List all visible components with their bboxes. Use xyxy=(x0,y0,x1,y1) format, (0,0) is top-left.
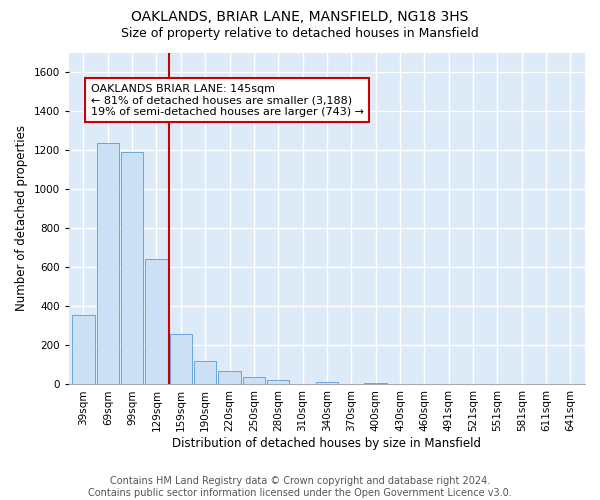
Bar xyxy=(72,315,95,384)
Bar xyxy=(145,258,167,384)
Text: OAKLANDS, BRIAR LANE, MANSFIELD, NG18 3HS: OAKLANDS, BRIAR LANE, MANSFIELD, NG18 3H… xyxy=(131,10,469,24)
Text: OAKLANDS BRIAR LANE: 145sqm
← 81% of detached houses are smaller (3,188)
19% of : OAKLANDS BRIAR LANE: 145sqm ← 81% of det… xyxy=(91,84,364,117)
Bar xyxy=(97,144,119,384)
Bar xyxy=(170,334,192,384)
Bar xyxy=(121,152,143,384)
Text: Size of property relative to detached houses in Mansfield: Size of property relative to detached ho… xyxy=(121,28,479,40)
Y-axis label: Number of detached properties: Number of detached properties xyxy=(15,126,28,312)
Bar xyxy=(218,371,241,384)
Bar xyxy=(242,376,265,384)
X-axis label: Distribution of detached houses by size in Mansfield: Distribution of detached houses by size … xyxy=(172,437,481,450)
Bar xyxy=(194,361,217,384)
Bar xyxy=(364,382,387,384)
Text: Contains HM Land Registry data © Crown copyright and database right 2024.
Contai: Contains HM Land Registry data © Crown c… xyxy=(88,476,512,498)
Bar xyxy=(316,382,338,384)
Bar xyxy=(267,380,289,384)
